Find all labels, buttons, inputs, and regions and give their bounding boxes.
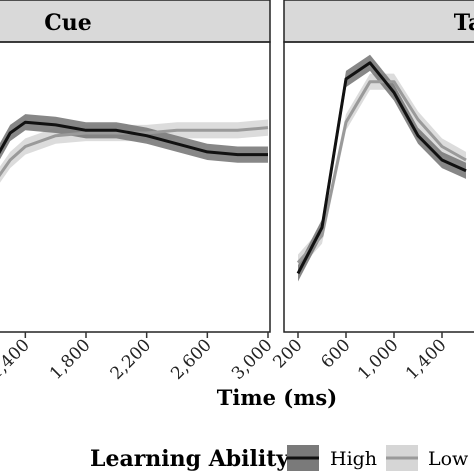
- strip-cue: [0, 0, 271, 43]
- strip-label-target: Ta: [454, 10, 474, 36]
- x-tick-label: 1,400: [402, 335, 451, 384]
- legend: Learning Ability High Low: [90, 445, 469, 472]
- x-tick-label: 3,000: [228, 335, 277, 384]
- x-axis-title: Time (ms): [217, 385, 337, 410]
- plot-border-target: [283, 41, 474, 333]
- strip-target: [283, 0, 474, 43]
- panel-cue: Cue 1,400 1,800 2,200 2,600 3,000: [0, 0, 277, 384]
- series-line-low-panel-0: [0, 126, 269, 178]
- x-tick-label: 2,200: [107, 335, 156, 384]
- legend-label-low: Low: [428, 448, 469, 470]
- series-line-high-panel-1: [296, 61, 467, 275]
- series-line-low-panel-1: [296, 80, 467, 264]
- x-tick-label: 2,600: [167, 335, 216, 384]
- x-tick-label: 200: [269, 335, 306, 372]
- x-tick-label: 1,800: [46, 335, 95, 384]
- x-tick-label: 1,000: [354, 335, 403, 384]
- x-tick-label: 1,400: [0, 335, 34, 384]
- series-line-high-panel-0: [0, 120, 268, 157]
- legend-title: Learning Ability: [90, 446, 290, 472]
- x-tick-label: 600: [317, 335, 354, 372]
- ci-band-low-panel-1: [298, 73, 466, 271]
- legend-label-high: High: [330, 448, 377, 470]
- plot-border-cue: [0, 41, 271, 333]
- strip-label-cue: Cue: [44, 10, 92, 36]
